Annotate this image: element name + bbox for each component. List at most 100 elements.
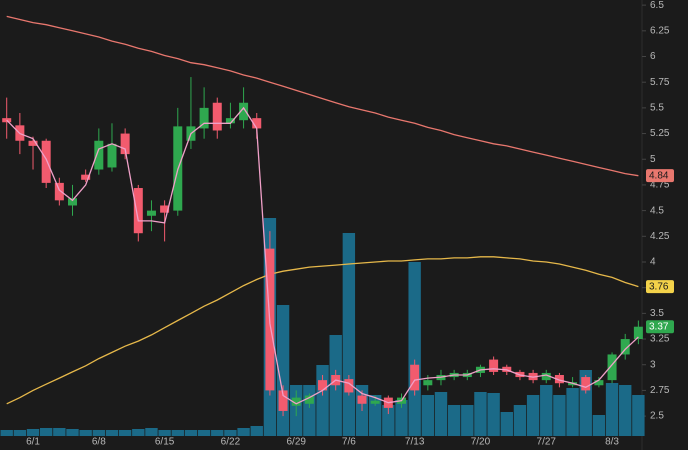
y-tick-label: 2.5 bbox=[650, 411, 664, 422]
y-tick-label: 5.75 bbox=[650, 77, 670, 88]
volume-bar bbox=[92, 430, 106, 436]
volume-bar bbox=[461, 405, 474, 436]
y-tick-label: 4.5 bbox=[650, 205, 664, 216]
candle-body bbox=[318, 380, 328, 391]
candle-body bbox=[541, 372, 551, 381]
candle-body bbox=[620, 339, 630, 355]
moving-average bbox=[6, 256, 639, 405]
volume-bar bbox=[526, 395, 540, 436]
y-tick-label: 6.5 bbox=[650, 0, 664, 11]
candle-body bbox=[68, 198, 77, 206]
x-tick-label: 6/29 bbox=[286, 437, 306, 448]
volume-bar bbox=[395, 400, 408, 436]
volume-bar bbox=[605, 383, 619, 436]
candle-body bbox=[344, 379, 354, 393]
x-tick-label: 6/1 bbox=[26, 437, 40, 448]
volume-bar bbox=[500, 412, 513, 436]
candle-body bbox=[94, 140, 104, 170]
volume-bar bbox=[224, 430, 237, 436]
price-badge-label: 3.37 bbox=[649, 321, 669, 332]
candle-body bbox=[554, 375, 564, 384]
candle-body bbox=[607, 354, 617, 381]
volume-bar bbox=[66, 429, 79, 436]
candle-body bbox=[212, 102, 222, 131]
volume-bar bbox=[474, 392, 487, 436]
candle-body bbox=[146, 210, 156, 216]
candle-body bbox=[278, 390, 288, 411]
volume-bar bbox=[145, 428, 158, 436]
y-tick-label: 4 bbox=[650, 257, 656, 268]
y-tick-label: 4.25 bbox=[650, 231, 670, 242]
candle-body bbox=[581, 377, 591, 391]
y-tick-label: 3.25 bbox=[650, 334, 670, 345]
y-tick-label: 2.75 bbox=[650, 385, 670, 396]
volume-bar bbox=[303, 385, 316, 436]
y-tick-label: 4.75 bbox=[650, 180, 670, 191]
volume-bar bbox=[237, 428, 250, 436]
volume-bar bbox=[118, 430, 132, 436]
volume-bar bbox=[211, 430, 224, 436]
volume-bar bbox=[382, 405, 395, 436]
price-badge-label: 3.76 bbox=[649, 281, 669, 292]
x-tick-label: 8/3 bbox=[605, 437, 619, 448]
volume-bar bbox=[39, 428, 53, 436]
volume-bar bbox=[487, 393, 500, 436]
volume-bar bbox=[434, 392, 448, 436]
volume-bar bbox=[566, 388, 579, 436]
volume-bar bbox=[197, 430, 211, 436]
moving-average bbox=[6, 106, 639, 405]
x-tick-label: 6/22 bbox=[221, 437, 241, 448]
volume-bar bbox=[53, 428, 66, 436]
y-tick-label: 5.25 bbox=[650, 128, 670, 139]
candle-body bbox=[160, 205, 170, 213]
candle-body bbox=[423, 380, 433, 386]
y-tick-label: 3 bbox=[650, 359, 656, 370]
x-tick-label: 7/20 bbox=[471, 437, 491, 448]
price-badge bbox=[646, 280, 674, 294]
volume-bar bbox=[408, 262, 421, 436]
volume-bar bbox=[632, 395, 645, 436]
x-tick-label: 6/15 bbox=[155, 437, 175, 448]
candle-body bbox=[304, 395, 314, 404]
volume-bar bbox=[619, 385, 632, 436]
x-tick-label: 7/6 bbox=[342, 437, 356, 448]
candle-body bbox=[120, 133, 130, 155]
volume-bar bbox=[171, 430, 184, 436]
y-tick-label: 6 bbox=[650, 51, 656, 62]
candle-body bbox=[291, 397, 301, 406]
candle-body bbox=[81, 174, 91, 180]
volume-bar bbox=[553, 395, 566, 436]
candle-body bbox=[199, 107, 209, 129]
candle-body bbox=[107, 143, 117, 168]
x-tick-label: 7/27 bbox=[537, 437, 557, 448]
candle-body bbox=[370, 400, 380, 404]
volume-bar bbox=[79, 430, 92, 436]
y-tick-label: 3.5 bbox=[650, 308, 664, 319]
candle-body bbox=[239, 102, 249, 121]
price-badge bbox=[646, 320, 674, 334]
candle-body bbox=[357, 395, 367, 404]
x-tick-label: 7/13 bbox=[405, 437, 425, 448]
volume-bar bbox=[447, 405, 461, 436]
volume-bar bbox=[26, 429, 40, 436]
volume-bar bbox=[158, 430, 171, 436]
volume-bar bbox=[13, 430, 27, 436]
candle-body bbox=[410, 364, 420, 391]
volume-bar bbox=[0, 430, 13, 436]
price-badge bbox=[646, 169, 674, 183]
candle-body bbox=[633, 326, 643, 340]
volume-bar bbox=[513, 405, 527, 436]
candle-body bbox=[28, 140, 38, 146]
candle-body bbox=[594, 380, 604, 386]
volume-bar bbox=[184, 430, 198, 436]
volume-bar bbox=[132, 429, 145, 436]
volume-bar bbox=[592, 415, 606, 436]
candle-body bbox=[41, 140, 51, 183]
x-tick-label: 6/8 bbox=[92, 437, 106, 448]
volume-bar bbox=[250, 426, 263, 436]
candle-body bbox=[225, 118, 235, 124]
volume-bar bbox=[421, 395, 435, 436]
candle-body bbox=[489, 359, 499, 372]
